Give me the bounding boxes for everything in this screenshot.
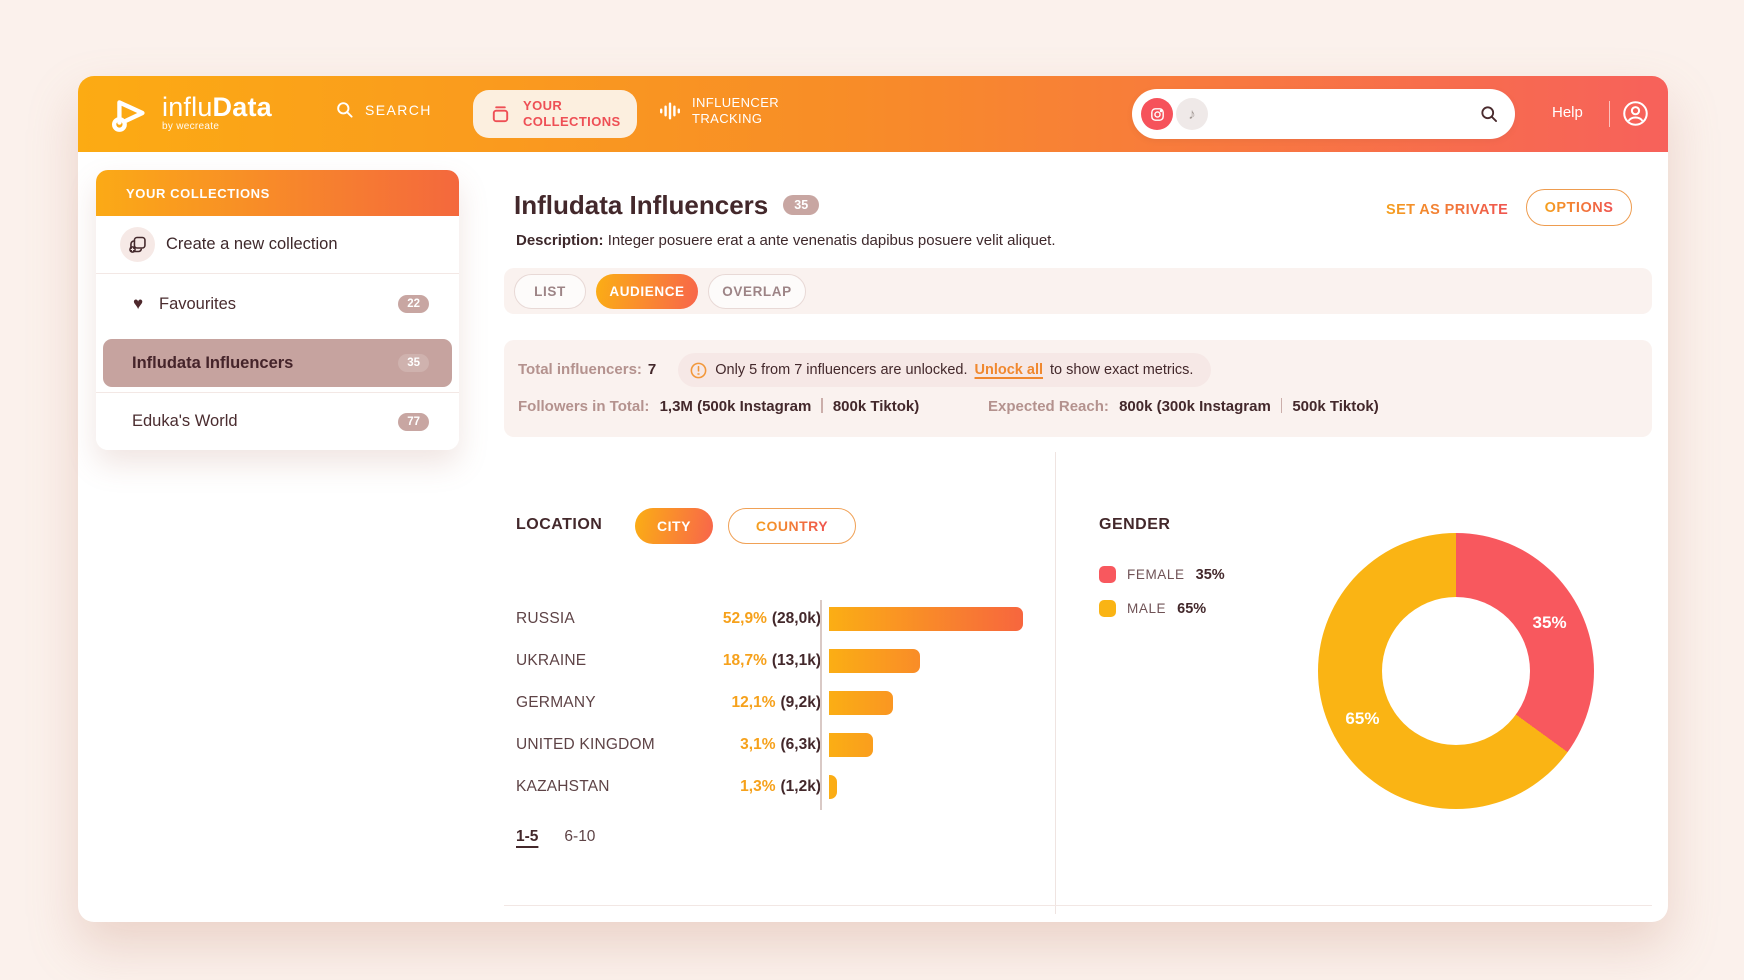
instagram-icon <box>1150 107 1164 121</box>
logo-icon <box>111 100 145 132</box>
count-badge: 22 <box>398 295 429 313</box>
notice-tail: to show exact metrics. <box>1050 362 1194 378</box>
content-bottom-divider <box>504 905 1652 906</box>
notice-text: Only 5 from 7 influencers are unlocked. <box>715 362 968 378</box>
location-bar <box>829 775 838 799</box>
nav-search-label: SEARCH <box>365 101 432 118</box>
collection-description: Description: Integer posuere erat a ante… <box>516 232 1056 249</box>
country-label: GERMANY <box>516 694 596 711</box>
page-range-1-5[interactable]: 1-5 <box>516 828 539 845</box>
unlock-notice: Only 5 from 7 influencers are unlocked. … <box>678 353 1212 387</box>
chart-axis-line <box>820 600 822 810</box>
location-row: KAZAHSTAN 1,3% (1,2k) <box>516 766 1076 808</box>
tab-audience[interactable]: AUDIENCE <box>596 273 698 309</box>
sidebar-item-infludata-influencers[interactable]: Infludata Influencers 35 <box>103 339 452 387</box>
location-bar <box>829 607 1023 631</box>
sidebar-header: YOUR COLLECTIONS <box>96 170 459 216</box>
create-collection-icon <box>120 227 155 262</box>
country-toggle-button[interactable]: COUNTRY <box>728 508 856 544</box>
title-count-badge: 35 <box>783 194 820 216</box>
country-label: UNITED KINGDOM <box>516 736 655 753</box>
unlock-all-link[interactable]: Unlock all <box>974 362 1044 378</box>
country-label: KAZAHSTAN <box>516 778 610 795</box>
nav-item-your-collections[interactable]: YOUR COLLECTIONS <box>473 90 637 138</box>
location-bar <box>829 733 873 757</box>
logo-subtitle: by wecreate <box>162 121 220 132</box>
input-search-icon[interactable] <box>1479 104 1499 124</box>
location-heading: LOCATION <box>516 516 603 533</box>
warning-icon <box>690 362 707 378</box>
value-divider <box>1280 398 1283 413</box>
profile-button[interactable] <box>1622 100 1649 132</box>
expected-reach: Expected Reach: 800k (300k Instagram 500k… <box>988 398 1379 415</box>
platform-search-bar: ♪ <box>1132 89 1515 139</box>
options-button[interactable]: OPTIONS <box>1526 189 1632 226</box>
top-navbar: influData by wecreate SEARCH YOUR COLLEC… <box>78 76 1668 152</box>
count-badge: 35 <box>398 354 429 372</box>
location-row: UKRAINE 18,7% (13,1k) <box>516 640 1076 682</box>
legend-item-female: FEMALE 35% <box>1099 562 1225 587</box>
platform-search-input[interactable] <box>1208 89 1479 139</box>
country-label: RUSSIA <box>516 610 575 627</box>
section-divider <box>1055 452 1056 914</box>
location-bar <box>829 649 920 673</box>
location-pagination: 1-5 6-10 <box>516 828 595 846</box>
instagram-toggle[interactable] <box>1141 98 1173 130</box>
nav-divider <box>1609 101 1610 127</box>
create-collection-label: Create a new collection <box>166 235 338 253</box>
sidebar-item-label: Favourites <box>159 294 237 313</box>
location-row: UNITED KINGDOM 3,1% (6,3k) <box>516 724 1076 766</box>
country-label: UKRAINE <box>516 652 587 669</box>
nav-tracking-label: INFLUENCER TRACKING <box>692 95 780 127</box>
tab-list[interactable]: LIST <box>514 273 586 309</box>
sidebar-item-label: Infludata Influencers <box>132 353 294 372</box>
heart-icon: ♥ <box>133 294 144 313</box>
collections-sidebar: YOUR COLLECTIONS Create a new collection… <box>96 170 459 450</box>
legend-swatch <box>1099 600 1116 617</box>
equalizer-icon <box>660 102 680 120</box>
create-collection-button[interactable]: Create a new collection <box>96 216 459 274</box>
sidebar-item-label: Eduka's World <box>132 412 238 430</box>
app-window: influData by wecreate SEARCH YOUR COLLEC… <box>78 76 1668 922</box>
location-row: RUSSIA 52,9% (28,0k) <box>516 598 1076 640</box>
collections-icon <box>492 105 509 122</box>
page-range-6-10[interactable]: 6-10 <box>564 828 596 845</box>
nav-item-influencer-tracking[interactable]: INFLUENCER TRACKING <box>658 95 779 128</box>
total-influencers: Total influencers: 7 <box>518 361 657 378</box>
search-icon <box>337 102 353 118</box>
donut-label-male: 65% <box>1345 708 1380 728</box>
city-toggle-button[interactable]: CITY <box>635 508 713 544</box>
nav-collections-label: YOUR COLLECTIONS <box>523 98 621 129</box>
page-title: Infludata Influencers 35 <box>514 188 820 222</box>
tiktok-icon: ♪ <box>1188 105 1196 123</box>
legend-swatch <box>1099 566 1116 583</box>
gender-heading: GENDER <box>1099 516 1171 533</box>
stats-panel: Total influencers: 7 Only 5 from 7 influe… <box>504 340 1652 437</box>
help-link[interactable]: Help <box>1552 104 1583 121</box>
gender-legend: FEMALE 35% MALE 65% <box>1099 562 1225 621</box>
nav-item-search[interactable]: SEARCH <box>335 100 432 119</box>
legend-item-male: MALE 65% <box>1099 596 1225 621</box>
view-tabbar: LIST AUDIENCE OVERLAP <box>504 268 1652 314</box>
count-badge: 77 <box>398 412 429 431</box>
sidebar-item-favourites[interactable]: ♥ Favourites 22 <box>96 274 459 334</box>
tab-overlap[interactable]: OVERLAP <box>708 273 806 309</box>
app-logo[interactable]: influData by wecreate <box>106 90 272 136</box>
set-as-private-button[interactable]: SET AS PRIVATE <box>1386 202 1509 218</box>
logo-wordmark: influData <box>162 92 272 122</box>
profile-icon <box>1623 101 1648 126</box>
location-bar-chart: RUSSIA 52,9% (28,0k) UKRAINE 18,7% (13,1k)… <box>516 598 1076 808</box>
location-row: GERMANY 12,1% (9,2k) <box>516 682 1076 724</box>
sidebar-item-edukas-world[interactable]: Eduka's World 77 <box>96 392 459 450</box>
location-bar <box>829 691 893 715</box>
gender-donut: 35% 65% <box>1318 533 1594 809</box>
tiktok-toggle[interactable]: ♪ <box>1176 98 1208 130</box>
value-divider <box>821 398 823 413</box>
donut-label-female: 35% <box>1532 613 1567 633</box>
followers-total: Followers in Total: 1,3M (500k Instagram… <box>518 398 920 415</box>
